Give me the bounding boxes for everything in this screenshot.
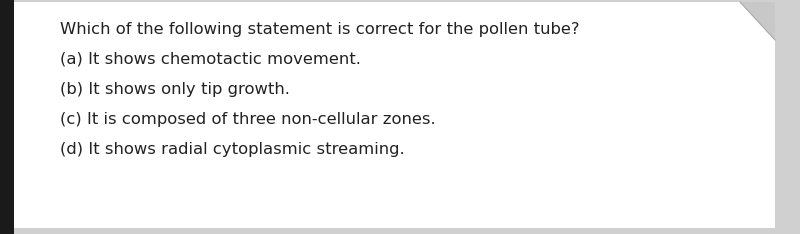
Polygon shape (14, 2, 775, 228)
Text: (b) It shows only tip growth.: (b) It shows only tip growth. (60, 82, 290, 97)
Text: Which of the following statement is correct for the pollen tube?: Which of the following statement is corr… (60, 22, 579, 37)
Bar (0, 0, 14, 234)
Text: (a) It shows chemotactic movement.: (a) It shows chemotactic movement. (60, 52, 361, 67)
Polygon shape (740, 2, 775, 40)
Text: (c) It is composed of three non-cellular zones.: (c) It is composed of three non-cellular… (60, 112, 436, 127)
Text: (d) It shows radial cytoplasmic streaming.: (d) It shows radial cytoplasmic streamin… (60, 142, 405, 157)
